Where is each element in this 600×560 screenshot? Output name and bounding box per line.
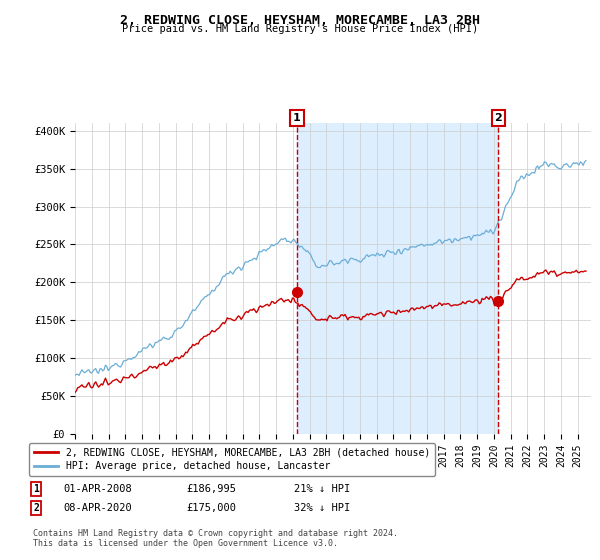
Legend: 2, REDWING CLOSE, HEYSHAM, MORECAMBE, LA3 2BH (detached house), HPI: Average pri: 2, REDWING CLOSE, HEYSHAM, MORECAMBE, LA… <box>29 443 435 476</box>
Text: 08-APR-2020: 08-APR-2020 <box>63 503 132 513</box>
Text: Contains HM Land Registry data © Crown copyright and database right 2024.
This d: Contains HM Land Registry data © Crown c… <box>33 529 398 548</box>
Text: Price paid vs. HM Land Registry's House Price Index (HPI): Price paid vs. HM Land Registry's House … <box>122 24 478 34</box>
Text: 2: 2 <box>494 113 502 123</box>
Text: 1: 1 <box>293 113 301 123</box>
Text: 21% ↓ HPI: 21% ↓ HPI <box>294 484 350 494</box>
Text: £186,995: £186,995 <box>186 484 236 494</box>
Text: 32% ↓ HPI: 32% ↓ HPI <box>294 503 350 513</box>
Text: 2, REDWING CLOSE, HEYSHAM, MORECAMBE, LA3 2BH: 2, REDWING CLOSE, HEYSHAM, MORECAMBE, LA… <box>120 14 480 27</box>
Text: £175,000: £175,000 <box>186 503 236 513</box>
Text: 1: 1 <box>33 484 39 494</box>
Text: 2: 2 <box>33 503 39 513</box>
Bar <box>297 123 499 434</box>
Text: 01-APR-2008: 01-APR-2008 <box>63 484 132 494</box>
